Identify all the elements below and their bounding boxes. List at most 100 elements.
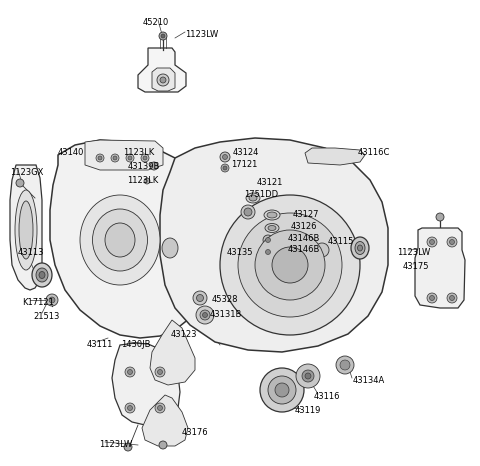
Text: 43146B: 43146B: [288, 234, 320, 243]
Polygon shape: [142, 395, 188, 446]
Ellipse shape: [265, 224, 279, 233]
Circle shape: [96, 154, 104, 162]
Circle shape: [157, 74, 169, 86]
Ellipse shape: [162, 238, 178, 258]
Circle shape: [263, 235, 273, 245]
Polygon shape: [10, 165, 42, 290]
Circle shape: [161, 34, 165, 38]
Text: 43135: 43135: [227, 248, 253, 257]
Circle shape: [220, 195, 360, 335]
Text: 17121: 17121: [231, 160, 257, 169]
Circle shape: [244, 208, 252, 216]
Text: 43140: 43140: [58, 148, 84, 157]
Circle shape: [128, 370, 132, 375]
Circle shape: [157, 370, 163, 375]
Circle shape: [221, 164, 229, 172]
Text: 43121: 43121: [257, 178, 283, 187]
Circle shape: [449, 240, 455, 245]
Circle shape: [447, 293, 457, 303]
Circle shape: [141, 154, 149, 162]
Polygon shape: [152, 68, 175, 91]
Circle shape: [155, 367, 165, 377]
Circle shape: [263, 247, 273, 257]
Circle shape: [296, 364, 320, 388]
Ellipse shape: [105, 223, 135, 257]
Ellipse shape: [32, 263, 52, 287]
Circle shape: [427, 293, 437, 303]
Text: 43131B: 43131B: [210, 310, 242, 319]
Polygon shape: [112, 343, 180, 425]
Text: K17121: K17121: [22, 298, 54, 307]
Text: 1430JB: 1430JB: [121, 340, 151, 349]
Ellipse shape: [268, 226, 276, 231]
Polygon shape: [138, 48, 186, 92]
Circle shape: [144, 178, 150, 184]
Circle shape: [238, 213, 342, 317]
Ellipse shape: [267, 212, 277, 218]
Text: 1123LK: 1123LK: [127, 176, 158, 185]
Polygon shape: [305, 148, 365, 165]
Circle shape: [125, 403, 135, 413]
Text: 1123LW: 1123LW: [99, 440, 132, 449]
Ellipse shape: [355, 241, 365, 254]
Text: 43134A: 43134A: [353, 376, 385, 385]
Circle shape: [315, 243, 329, 257]
Circle shape: [265, 238, 271, 242]
Text: 1751DD: 1751DD: [244, 190, 278, 199]
Circle shape: [223, 155, 228, 159]
Circle shape: [305, 373, 311, 379]
Circle shape: [275, 383, 289, 397]
Text: 43113: 43113: [18, 248, 45, 257]
Circle shape: [49, 297, 55, 303]
Text: 43124: 43124: [233, 148, 259, 157]
Circle shape: [255, 230, 325, 300]
Text: 43176: 43176: [182, 428, 209, 437]
Polygon shape: [85, 140, 163, 170]
Circle shape: [430, 240, 434, 245]
Text: 1123LW: 1123LW: [397, 248, 430, 257]
Circle shape: [268, 376, 296, 404]
Ellipse shape: [80, 195, 160, 285]
Circle shape: [16, 179, 24, 187]
Circle shape: [150, 162, 158, 170]
Circle shape: [157, 405, 163, 411]
Circle shape: [155, 403, 165, 413]
Circle shape: [272, 247, 308, 283]
Circle shape: [449, 295, 455, 301]
Text: 43126: 43126: [291, 222, 317, 231]
Circle shape: [220, 152, 230, 162]
Circle shape: [340, 360, 350, 370]
Circle shape: [143, 156, 147, 160]
Text: 43116C: 43116C: [358, 148, 390, 157]
Text: 1123GX: 1123GX: [10, 168, 43, 177]
Ellipse shape: [19, 201, 33, 259]
Text: 21513: 21513: [33, 312, 60, 321]
Ellipse shape: [351, 237, 369, 259]
Text: 43115: 43115: [328, 237, 354, 246]
Ellipse shape: [246, 193, 260, 203]
Ellipse shape: [39, 272, 45, 279]
Polygon shape: [160, 138, 388, 352]
Circle shape: [98, 156, 102, 160]
Text: 45328: 45328: [212, 295, 239, 304]
Text: 43119: 43119: [295, 406, 322, 415]
Text: 43127: 43127: [293, 210, 320, 219]
Circle shape: [128, 156, 132, 160]
Circle shape: [427, 237, 437, 247]
Circle shape: [302, 370, 314, 382]
Polygon shape: [415, 228, 465, 308]
Circle shape: [160, 77, 166, 83]
Circle shape: [196, 295, 204, 302]
Circle shape: [241, 205, 255, 219]
Circle shape: [265, 249, 271, 254]
Text: 1123LW: 1123LW: [185, 30, 218, 39]
Circle shape: [125, 367, 135, 377]
Polygon shape: [50, 140, 205, 338]
Circle shape: [223, 166, 227, 170]
Ellipse shape: [358, 245, 362, 251]
Circle shape: [196, 306, 214, 324]
Text: 43175: 43175: [403, 262, 430, 271]
Circle shape: [124, 443, 132, 451]
Ellipse shape: [249, 195, 257, 201]
Text: 1123LK: 1123LK: [123, 148, 154, 157]
